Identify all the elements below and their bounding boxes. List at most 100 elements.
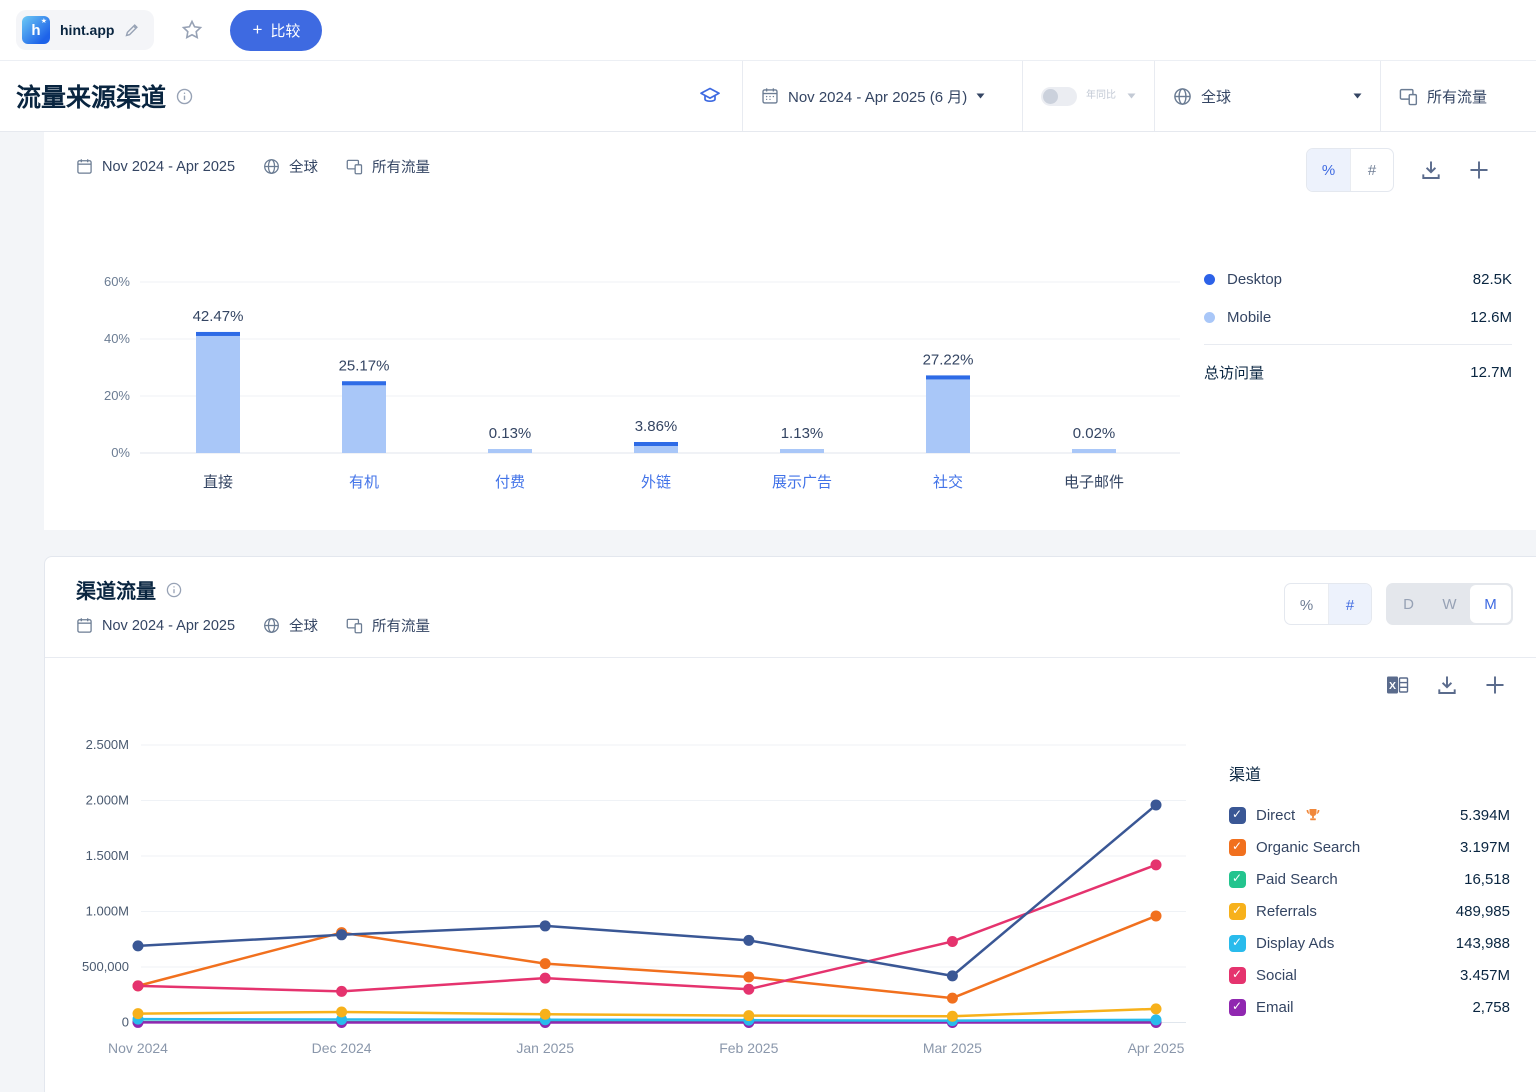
card2-meta: Nov 2024 - Apr 2025 全球 所有流量 <box>76 615 430 636</box>
devices-icon <box>346 617 363 634</box>
svg-text:X: X <box>1389 680 1396 692</box>
svg-text:付费: 付费 <box>495 474 525 491</box>
chevron-down-icon <box>976 93 985 99</box>
channel-checkbox[interactable] <box>1229 902 1246 920</box>
granularity-month[interactable]: M <box>1470 585 1511 623</box>
legend-item-social: Social 3.457M <box>1229 959 1510 991</box>
devices-icon <box>1399 87 1418 106</box>
card2-traffic-type: 所有流量 <box>372 619 431 635</box>
channel-traffic-line-chart[interactable]: 0 500,000 1.000M 1.500M 2.000M 2.500M Nov 2024… <box>45 685 1255 1085</box>
academy-button[interactable] <box>678 61 742 131</box>
svg-text:0: 0 <box>122 1015 129 1030</box>
date-range-value: Nov 2024 - Apr 2025 (6 月) <box>788 88 968 106</box>
svg-text:直接: 直接 <box>203 474 233 491</box>
percent-number-toggle: % # <box>1306 148 1394 192</box>
channel-checkbox[interactable] <box>1229 966 1246 984</box>
content-area: Nov 2024 - Apr 2025 全球 所有流量 % # <box>0 132 1536 1092</box>
channels-legend: 渠道 Direct 5.394M Organic Search 3.197M P… <box>1229 761 1510 1023</box>
compare-button-label: 比较 <box>270 22 301 40</box>
number-toggle-option[interactable]: # <box>1328 584 1371 624</box>
calendar-icon <box>761 87 779 105</box>
channel-value: 489,985 <box>1455 902 1510 920</box>
legend-item-referrals: Referrals 489,985 <box>1229 895 1510 927</box>
percent-toggle-option[interactable]: % <box>1307 149 1350 191</box>
channel-checkbox[interactable] <box>1229 870 1246 888</box>
add-to-dashboard-button[interactable] <box>1484 674 1506 696</box>
channel-checkbox[interactable] <box>1229 838 1246 856</box>
svg-text:Mar 2025: Mar 2025 <box>923 1040 982 1056</box>
svg-text:展示广告: 展示广告 <box>772 474 832 491</box>
card2-region: 全球 <box>289 619 319 635</box>
svg-text:0%: 0% <box>111 445 130 460</box>
granularity-day[interactable]: D <box>1403 595 1414 613</box>
download-button[interactable] <box>1436 674 1458 696</box>
svg-text:25.17%: 25.17% <box>339 357 390 374</box>
date-range-filter[interactable]: Nov 2024 - Apr 2025 (6 月) <box>742 61 1022 131</box>
svg-text:Dec 2024: Dec 2024 <box>312 1040 372 1056</box>
export-excel-button[interactable]: X <box>1385 673 1410 697</box>
chevron-down-icon[interactable] <box>1127 93 1136 99</box>
compare-button[interactable]: + 比较 <box>230 9 323 51</box>
number-toggle-option[interactable]: # <box>1350 149 1393 191</box>
site-selector-chip[interactable]: h ★ hint.app <box>16 10 155 50</box>
svg-text:1.000M: 1.000M <box>86 904 129 919</box>
card2-header-divider <box>45 657 1536 658</box>
traffic-type-value: 所有流量 <box>1427 88 1488 106</box>
add-to-dashboard-button[interactable] <box>1468 159 1490 181</box>
region-value: 全球 <box>1201 88 1232 106</box>
svg-text:外链: 外链 <box>641 474 671 491</box>
traffic-share-card: Nov 2024 - Apr 2025 全球 所有流量 % # <box>44 132 1536 530</box>
legend-item-email: Email 2,758 <box>1229 991 1510 1023</box>
yoy-toggle[interactable] <box>1041 86 1077 106</box>
chevron-down-icon <box>1353 93 1362 99</box>
svg-text:500,000: 500,000 <box>82 959 129 974</box>
traffic-share-bar-chart[interactable]: 0% 20% 40% 60% 42.47% 直接 25.17% 有机 0.13% 付费 3.86% 外… <box>44 232 1254 528</box>
calendar-icon <box>76 158 93 175</box>
legend-item-organic-search: Organic Search 3.197M <box>1229 831 1510 863</box>
edit-pencil-icon[interactable] <box>124 22 140 38</box>
card1-traffic-type: 所有流量 <box>372 160 431 176</box>
svg-text:Nov 2024: Nov 2024 <box>108 1040 168 1056</box>
plus-icon: + <box>252 20 263 39</box>
page-title: 流量来源渠道 <box>16 84 167 112</box>
site-favicon: h ★ <box>22 16 50 44</box>
percent-toggle-option[interactable]: % <box>1299 596 1314 614</box>
channel-value: 3.197M <box>1459 838 1510 856</box>
svg-text:2.500M: 2.500M <box>86 737 129 752</box>
svg-text:40%: 40% <box>104 331 130 346</box>
svg-text:1.13%: 1.13% <box>781 425 824 442</box>
traffic-type-filter[interactable]: 所有流量 <box>1380 61 1536 131</box>
card1-controls: % # <box>1306 148 1490 192</box>
svg-text:Jan 2025: Jan 2025 <box>516 1040 574 1056</box>
yoy-label: 年同比 <box>1086 90 1116 101</box>
info-icon[interactable] <box>176 88 193 105</box>
devices-icon <box>346 158 363 175</box>
svg-text:0.13%: 0.13% <box>489 425 532 442</box>
channel-value: 3.457M <box>1459 966 1510 984</box>
info-icon[interactable] <box>166 582 182 598</box>
channel-traffic-card: 渠道流量 Nov 2024 - Apr 2025 全球 所有流量 % <box>44 556 1536 1092</box>
percent-number-toggle: % # <box>1284 583 1372 625</box>
globe-icon <box>263 617 280 634</box>
channel-value: 143,988 <box>1455 934 1510 952</box>
region-filter[interactable]: 全球 <box>1154 61 1380 131</box>
favorite-star-icon[interactable] <box>180 18 204 42</box>
channel-label: Display Ads <box>1256 934 1335 952</box>
svg-text:1.500M: 1.500M <box>86 848 129 863</box>
mobile-label: Mobile <box>1227 308 1272 326</box>
channel-checkbox[interactable] <box>1229 806 1246 824</box>
svg-text:Apr 2025: Apr 2025 <box>1128 1040 1185 1056</box>
globe-icon <box>263 158 280 175</box>
total-visits-value: 12.7M <box>1470 363 1512 381</box>
svg-text:社交: 社交 <box>933 473 963 491</box>
download-button[interactable] <box>1420 159 1442 181</box>
legend-divider <box>1204 344 1512 345</box>
channels-legend-title: 渠道 <box>1229 767 1262 784</box>
granularity-week[interactable]: W <box>1442 595 1457 613</box>
channel-checkbox[interactable] <box>1229 934 1246 952</box>
card1-meta: Nov 2024 - Apr 2025 全球 所有流量 <box>76 156 430 177</box>
card2-date-range: Nov 2024 - Apr 2025 <box>102 617 236 634</box>
channel-value: 16,518 <box>1464 870 1510 888</box>
channel-checkbox[interactable] <box>1229 998 1246 1016</box>
legend-item-direct: Direct 5.394M <box>1229 799 1510 831</box>
